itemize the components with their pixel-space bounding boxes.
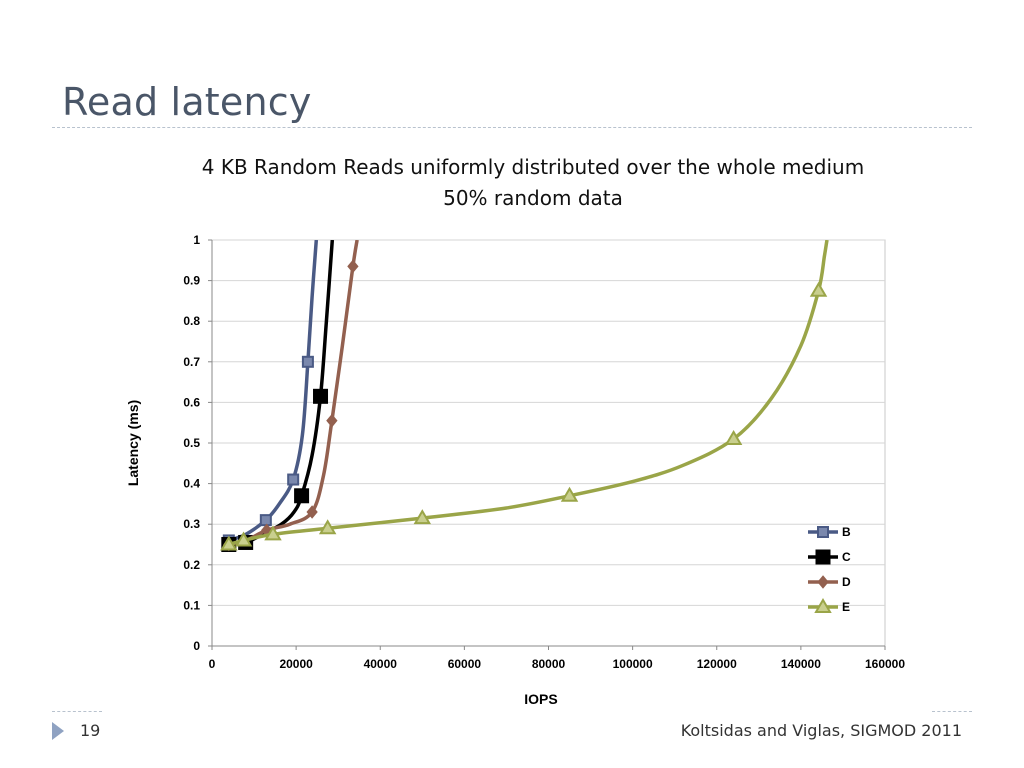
page-number: 19 bbox=[80, 721, 101, 740]
footer-citation: Koltsidas and Viglas, SIGMOD 2011 bbox=[680, 721, 962, 740]
chart-subtitle: 50% random data bbox=[443, 186, 623, 210]
series-b-point bbox=[287, 473, 300, 486]
y-axis-label: Latency (ms) bbox=[125, 400, 141, 486]
series-e-point bbox=[413, 509, 432, 525]
y-tick-label: 0.2 bbox=[183, 558, 200, 572]
series-d-point bbox=[347, 259, 359, 274]
series-e-line bbox=[228, 240, 829, 547]
x-axis-label: IOPS bbox=[524, 691, 557, 707]
series-c-point bbox=[313, 388, 329, 404]
legend-item-e: E bbox=[808, 598, 850, 614]
legend-item-b: B bbox=[808, 525, 851, 539]
series-d-point bbox=[326, 413, 338, 428]
x-tick-label: 40000 bbox=[364, 657, 398, 671]
y-tick-label: 0.6 bbox=[183, 395, 200, 409]
x-tick-label: 80000 bbox=[532, 657, 566, 671]
legend-item-d: D bbox=[808, 575, 851, 589]
gridlines bbox=[212, 239, 885, 606]
legend-item-c: C bbox=[808, 549, 851, 565]
legend-label-e: E bbox=[842, 600, 850, 614]
series-d-line bbox=[228, 240, 359, 547]
legend-marker-e bbox=[814, 598, 832, 613]
legend-marker-b bbox=[817, 526, 829, 538]
y-tick-label: 0.7 bbox=[183, 355, 200, 369]
y-tick-label: 0.4 bbox=[183, 477, 200, 491]
series-c-point bbox=[294, 488, 310, 504]
series-b-point bbox=[301, 355, 314, 368]
y-tick-label: 0 bbox=[193, 639, 200, 653]
y-tick-label: 1 bbox=[193, 233, 200, 247]
y-tick-label: 0.1 bbox=[183, 598, 200, 612]
title-divider bbox=[52, 127, 972, 128]
series-e-point bbox=[724, 429, 743, 445]
y-tick-label: 0.3 bbox=[183, 517, 200, 531]
legend-label-d: D bbox=[842, 575, 851, 589]
x-tick-label: 140000 bbox=[781, 657, 821, 671]
x-tick-label: 60000 bbox=[448, 657, 482, 671]
series-e bbox=[220, 240, 829, 551]
series-d-point bbox=[306, 505, 318, 519]
x-tick-label: 20000 bbox=[279, 657, 313, 671]
series-e-point bbox=[318, 519, 337, 535]
y-tick-label: 0.9 bbox=[183, 274, 200, 288]
footer-divider-right bbox=[932, 711, 972, 712]
x-tick-label: 160000 bbox=[865, 657, 905, 671]
series-e-point bbox=[809, 281, 828, 297]
legend-label-b: B bbox=[842, 525, 851, 539]
legend-label-c: C bbox=[842, 550, 851, 564]
x-tick-label: 100000 bbox=[613, 657, 653, 671]
chart-title: 4 KB Random Reads uniformly distributed … bbox=[201, 155, 865, 179]
series-e-point bbox=[560, 486, 579, 502]
triangle-bullet-icon bbox=[52, 722, 64, 740]
axes bbox=[208, 239, 886, 650]
footer-divider-left bbox=[52, 711, 102, 712]
slide-title: Read latency bbox=[62, 80, 312, 124]
y-tick-label: 0.5 bbox=[183, 436, 200, 450]
x-tick-label: 0 bbox=[209, 657, 216, 671]
series-e-point bbox=[220, 535, 238, 551]
x-tick-label: 120000 bbox=[697, 657, 737, 671]
legend-marker-d bbox=[817, 575, 829, 589]
series-e-point bbox=[234, 531, 253, 547]
series-layer bbox=[220, 240, 829, 552]
tick-labels: 0 0.1 0.2 0.3 0.4 0.5 0.6 0.7 0.8 0.9 1 0 20000 40000… bbox=[183, 233, 905, 671]
chart-title-block: 4 KB Random Reads uniformly distributed … bbox=[150, 152, 916, 214]
legend-marker-c bbox=[815, 549, 831, 565]
y-tick-label: 0.8 bbox=[183, 314, 200, 328]
series-e-point bbox=[264, 525, 282, 541]
series-b-point bbox=[259, 514, 272, 527]
